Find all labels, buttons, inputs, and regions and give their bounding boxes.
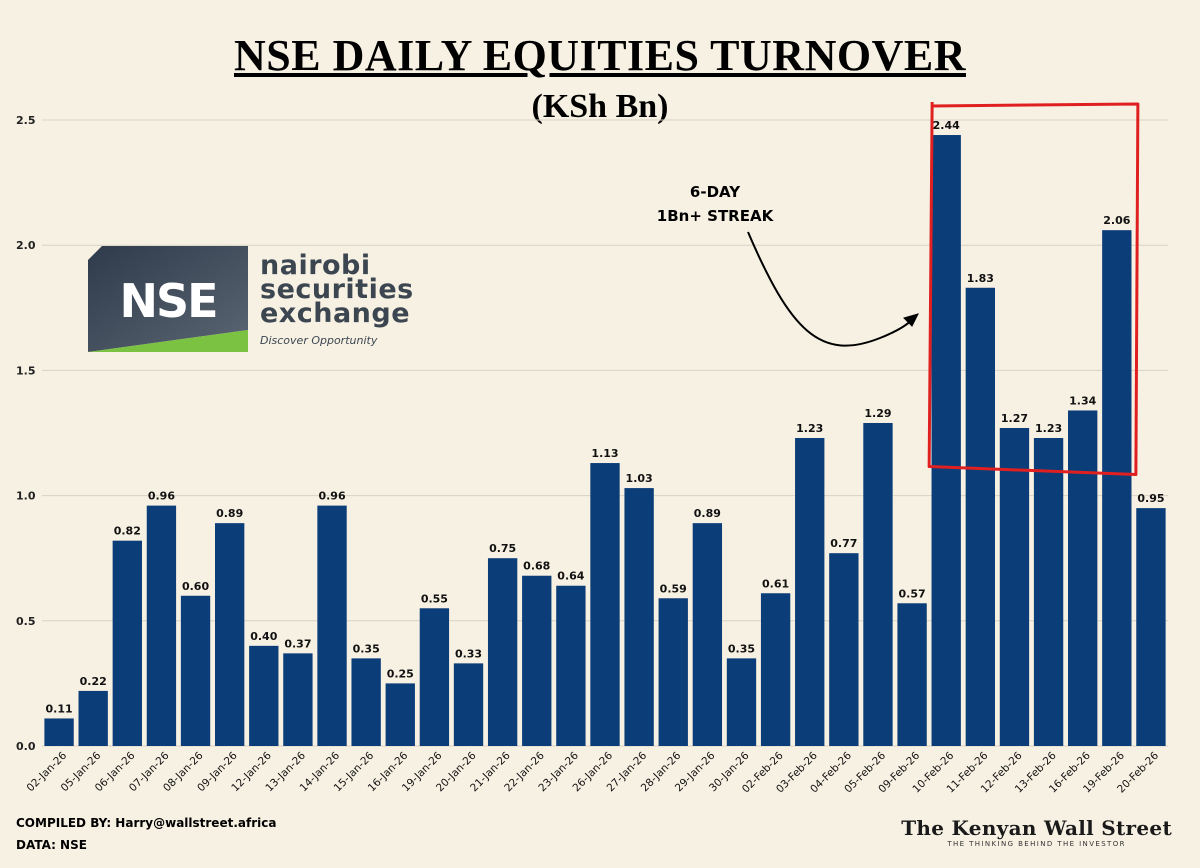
data-label: 2.06 [1103,214,1130,227]
logo-line-2: securities [260,274,414,305]
y-tick-label: 2.0 [16,239,36,252]
bar [487,558,518,746]
bar [795,438,825,746]
logo-line-1: nairobi [260,250,371,281]
data-label: 0.82 [114,525,141,538]
compiled-by: COMPILED BY: Harry@wallstreet.africa [16,816,277,830]
bar [1136,508,1166,746]
data-label: 1.23 [1035,422,1062,435]
bar [999,427,1030,746]
annotation-arrow [747,231,915,347]
bar [658,598,688,746]
bar [897,603,927,746]
brand-logo: The Kenyan Wall Street THE THINKING BEHI… [901,816,1172,848]
logo-wordmark: nairobi securities exchange [260,250,414,329]
bar [1068,410,1098,746]
bar [726,658,757,746]
annotation-line-2: 1Bn+ STREAK [656,207,774,225]
data-label: 0.40 [250,630,277,643]
data-label: 0.60 [182,580,209,593]
data-label: 0.22 [80,675,107,688]
bar [180,595,211,746]
y-tick-label: 1.0 [16,490,36,503]
streak-annotation: 6-DAY 1Bn+ STREAK [640,180,790,228]
data-label: 0.25 [387,667,414,680]
bar [419,608,450,746]
y-tick-label: 2.5 [16,114,36,127]
data-label: 0.77 [830,537,857,550]
bar [965,287,996,746]
bar [112,540,142,746]
bar [760,593,791,746]
bar [385,683,415,746]
bar [351,658,381,746]
bar [146,505,177,746]
data-label: 0.33 [455,647,482,660]
bar [692,523,723,746]
data-label: 0.89 [694,507,721,520]
data-label: 0.68 [523,560,550,573]
nse-logo: NSE nairobi securities exchange Discover… [88,246,418,352]
bar [317,505,347,746]
chart-subtitle: (KSh Bn) [531,88,669,125]
data-label: 0.64 [557,570,584,583]
bar [214,523,245,746]
bar [556,585,586,746]
bar [931,135,961,747]
data-label: 0.59 [660,582,687,595]
footer-credits: COMPILED BY: Harry@wallstreet.africa DAT… [16,812,276,856]
data-label: 1.27 [1001,412,1028,425]
chart-title: NSE DAILY EQUITIES TURNOVER [234,31,966,80]
annotation-line-1: 6-DAY [689,183,741,201]
data-label: 0.95 [1137,492,1164,505]
bar [249,645,279,746]
data-label: 0.37 [284,637,311,650]
bar [44,718,74,746]
data-label: 2.44 [933,119,960,132]
bar [522,575,552,746]
bar [1102,230,1132,746]
bar [590,463,620,746]
data-label: 1.83 [967,272,994,285]
data-label: 0.61 [762,577,789,590]
data-label: 1.03 [626,472,653,485]
data-label: 0.96 [148,490,175,503]
brand-tagline: THE THINKING BEHIND THE INVESTOR [947,840,1126,848]
data-source: DATA: NSE [16,838,87,852]
data-label: 0.75 [489,542,516,555]
bar [78,690,108,746]
data-label: 1.29 [864,407,891,420]
data-label: 1.13 [591,447,618,460]
data-label: 0.35 [728,642,755,655]
bar [453,663,484,746]
bar [283,653,313,746]
bar [624,488,654,746]
nse-logo-mark: NSE [88,246,248,352]
data-label: 0.96 [318,490,345,503]
logo-line-3: exchange [260,298,411,329]
data-label: 0.57 [899,587,926,600]
brand-name: The Kenyan Wall Street [901,816,1172,840]
annotation-arrowhead [903,313,919,327]
data-label: 0.89 [216,507,243,520]
data-label: 1.23 [796,422,823,435]
y-tick-label: 0.5 [16,615,36,628]
data-label: 0.55 [421,592,448,605]
y-tick-label: 0.0 [16,740,36,753]
logo-mark-text: NSE [119,274,218,328]
logo-tagline: Discover Opportunity [260,334,378,347]
bar [1033,438,1064,746]
data-label: 0.35 [353,642,380,655]
data-label: 0.11 [45,702,72,715]
highlight-box [927,101,1140,477]
y-tick-label: 1.5 [16,364,36,377]
bar [863,422,893,746]
data-label: 1.34 [1069,394,1096,407]
bar [829,553,859,746]
